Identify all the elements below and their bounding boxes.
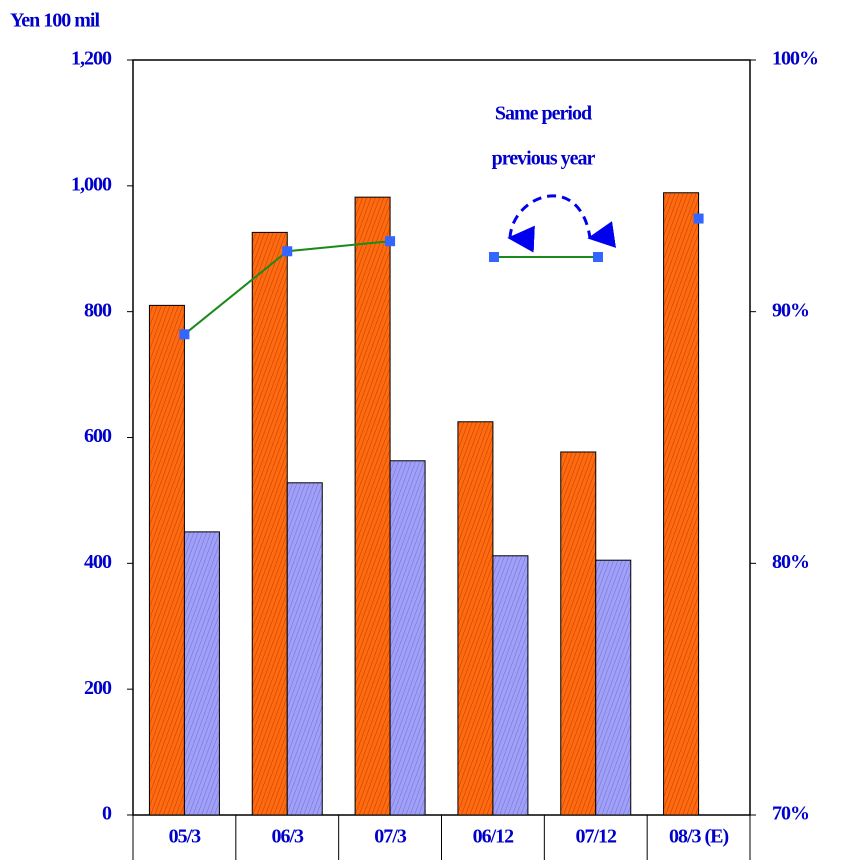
- y-axis-label: Yen 100 mil: [10, 10, 100, 32]
- line-marker: [282, 246, 293, 257]
- x-tick-label: 08/3 (E): [669, 826, 729, 848]
- bar: [492, 555, 529, 816]
- legend-sample: [489, 194, 617, 262]
- y2-tick-label: 70%: [772, 803, 809, 825]
- plot-area: [132, 59, 751, 816]
- bar: [148, 304, 185, 816]
- line-marker: [693, 213, 704, 224]
- y-tick-label: 1,200: [71, 48, 112, 70]
- y-tick-label: 400: [84, 551, 112, 573]
- annotation: previous year: [492, 148, 596, 170]
- y-tick-label: 1,000: [71, 173, 112, 195]
- bar: [595, 559, 632, 816]
- line-marker: [179, 329, 190, 340]
- annotation: Same period: [495, 103, 592, 125]
- line-marker: [385, 236, 396, 247]
- bar: [560, 451, 597, 816]
- x-tick-label: 07/3: [374, 826, 407, 848]
- y2-tick-label: 90%: [772, 299, 809, 321]
- bar: [183, 531, 220, 816]
- x-tick-label: 07/12: [575, 826, 617, 848]
- y-tick-label: 200: [84, 677, 112, 699]
- y-tick-label: 0: [102, 803, 112, 825]
- x-tick-label: 06/3: [271, 826, 304, 848]
- x-tick-label: 05/3: [169, 826, 202, 848]
- bar: [251, 231, 288, 816]
- bar: [663, 192, 700, 816]
- y-tick-label: 600: [84, 425, 112, 447]
- x-tick-label: 06/12: [473, 826, 515, 848]
- y-tick-label: 800: [84, 299, 112, 321]
- bar: [457, 421, 494, 816]
- y2-tick-label: 80%: [772, 551, 809, 573]
- bar: [389, 460, 426, 816]
- y2-tick-label: 100%: [772, 48, 818, 70]
- bar: [286, 482, 323, 816]
- bar: [354, 196, 391, 816]
